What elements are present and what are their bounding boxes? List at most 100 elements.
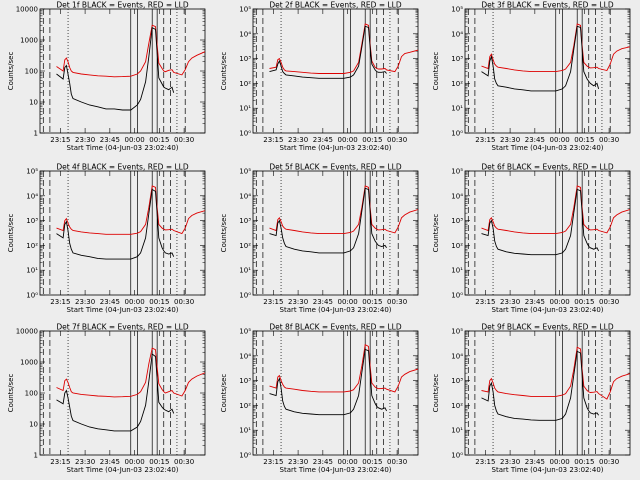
panel-title: Det 6f BLACK = Events, RED = LLD <box>481 163 614 172</box>
y-axis-label: Counts/sec <box>432 52 440 91</box>
series-lld-line <box>269 23 418 74</box>
y-tick-label: 1 <box>34 130 38 138</box>
y-tick-label: 10000 <box>16 328 38 336</box>
plot-data <box>467 331 630 455</box>
x-tick-label: 23:15 <box>475 458 495 466</box>
y-tick-label: 10⁰ <box>451 130 463 138</box>
plot-data <box>467 171 630 295</box>
y-axis-label: Counts/sec <box>432 214 440 253</box>
y-tick-label: 10 <box>29 99 38 107</box>
x-axis-label: Start Time (04-Jun-03 23:02:40) <box>492 144 604 152</box>
x-tick-label: 23:45 <box>313 298 333 306</box>
x-tick-label: 00:00 <box>550 136 570 144</box>
x-tick-label: 00:30 <box>174 458 194 466</box>
y-tick-label: 1 <box>34 452 38 460</box>
x-tick-label: 00:15 <box>362 458 382 466</box>
panel-det-8: Det 8f BLACK = Events, RED = LLD 10⁰ 10¹ 10… <box>220 323 419 474</box>
panel-title: Det 2f BLACK = Events, RED = LLD <box>269 1 402 10</box>
x-tick-label: 23:15 <box>263 458 283 466</box>
x-tick-label: 23:30 <box>500 298 520 306</box>
series-events-line <box>56 27 175 111</box>
x-axis-label: Start Time (04-Jun-03 23:02:40) <box>67 144 179 152</box>
y-tick-label: 10⁰ <box>239 452 251 460</box>
x-tick-label: 23:30 <box>75 136 95 144</box>
panel-det-6: Det 6f BLACK = Events, RED = LLD 10⁰ 10¹ 10… <box>432 163 631 314</box>
y-tick-label: 10⁰ <box>451 452 463 460</box>
x-tick-label: 00:30 <box>387 136 407 144</box>
x-tick-label: 23:15 <box>50 298 70 306</box>
series-events-line <box>481 188 599 256</box>
panel-title: Det 7f BLACK = Events, RED = LLD <box>56 323 189 332</box>
x-tick-label: 23:15 <box>263 298 283 306</box>
y-tick-label: 10³ <box>451 217 463 225</box>
y-tick-label: 10³ <box>26 217 38 225</box>
y-tick-label: 10¹ <box>26 267 38 275</box>
y-axis-label: Counts/sec <box>220 214 228 253</box>
x-tick-label: 00:30 <box>387 298 407 306</box>
x-tick-label: 23:15 <box>475 298 495 306</box>
x-tick-label: 23:15 <box>263 136 283 144</box>
x-tick-label: 23:30 <box>500 458 520 466</box>
y-tick-label: 10² <box>451 242 463 250</box>
series-lld-line <box>56 24 205 78</box>
x-tick-label: 00:30 <box>599 458 619 466</box>
x-tick-label: 00:15 <box>149 136 169 144</box>
series-lld-line <box>269 344 418 393</box>
x-tick-label: 00:00 <box>550 298 570 306</box>
y-tick-label: 10² <box>239 80 251 88</box>
x-tick-label: 00:30 <box>174 136 194 144</box>
y-tick-label: 10¹ <box>451 267 463 275</box>
plot-frame <box>464 170 631 296</box>
panel-title: Det 1f BLACK = Events, RED = LLD <box>56 1 189 10</box>
y-tick-label: 10⁰ <box>239 292 251 300</box>
x-tick-label: 23:45 <box>100 136 120 144</box>
x-tick-label: 00:00 <box>338 458 358 466</box>
x-tick-label: 00:30 <box>174 298 194 306</box>
series-events-line <box>269 25 387 79</box>
panel-det-3: Det 3f BLACK = Events, RED = LLD 10⁰ 10¹ 10… <box>432 1 631 152</box>
y-tick-label: 10¹ <box>239 105 251 113</box>
plot-data <box>255 331 418 455</box>
y-axis-label: Counts/sec <box>220 374 228 413</box>
y-tick-label: 10⁵ <box>26 168 38 176</box>
y-tick-label: 10⁴ <box>239 352 251 360</box>
y-tick-label: 10¹ <box>239 427 251 435</box>
plot-data <box>255 9 418 133</box>
x-axis-label: Start Time (04-Jun-03 23:02:40) <box>280 466 392 474</box>
y-tick-label: 10⁰ <box>26 292 38 300</box>
panel-title: Det 8f BLACK = Events, RED = LLD <box>269 323 402 332</box>
y-tick-label: 10⁴ <box>239 30 251 38</box>
y-tick-label: 10¹ <box>239 267 251 275</box>
x-tick-label: 00:00 <box>125 136 145 144</box>
panel-title: Det 5f BLACK = Events, RED = LLD <box>269 163 402 172</box>
plot-frame <box>252 170 419 296</box>
y-tick-label: 10⁵ <box>239 6 251 14</box>
x-tick-label: 23:30 <box>288 136 308 144</box>
y-tick-label: 1000 <box>20 359 38 367</box>
x-axis-label: Start Time (04-Jun-03 23:02:40) <box>492 466 604 474</box>
panel-det-9: Det 9f BLACK = Events, RED = LLD 10⁰ 10¹ 10… <box>432 323 631 474</box>
x-axis-label: Start Time (04-Jun-03 23:02:40) <box>67 466 179 474</box>
plot-data <box>42 171 205 295</box>
x-tick-label: 00:15 <box>149 298 169 306</box>
x-tick-label: 00:15 <box>574 136 594 144</box>
panel-det-2: Det 2f BLACK = Events, RED = LLD 10⁰ 10¹ 10… <box>220 1 419 152</box>
y-tick-label: 10³ <box>239 377 251 385</box>
x-axis-label: Start Time (04-Jun-03 23:02:40) <box>280 306 392 314</box>
y-axis-label: Counts/sec <box>7 374 15 413</box>
x-tick-label: 23:45 <box>100 458 120 466</box>
plot-frame <box>39 170 206 296</box>
y-tick-label: 10 <box>29 421 38 429</box>
y-axis-label: Counts/sec <box>7 214 15 253</box>
plot-frame <box>252 330 419 456</box>
plot-data <box>467 9 630 133</box>
x-tick-label: 00:15 <box>149 458 169 466</box>
x-tick-label: 23:30 <box>288 298 308 306</box>
y-axis-label: Counts/sec <box>432 374 440 413</box>
series-lld-line <box>481 23 630 73</box>
y-tick-label: 10³ <box>239 217 251 225</box>
panel-title: Det 9f BLACK = Events, RED = LLD <box>481 323 614 332</box>
plot-frame <box>464 8 631 134</box>
x-tick-label: 23:45 <box>313 458 333 466</box>
